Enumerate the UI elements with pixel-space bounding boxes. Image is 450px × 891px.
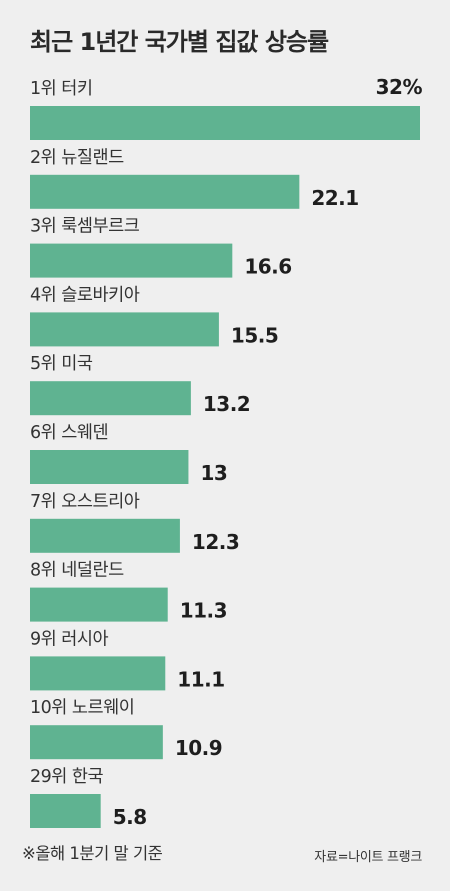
category-label: 6위 스웨덴 [30, 423, 108, 443]
category-label: 10위 노르웨이 [30, 698, 134, 718]
bar [30, 587, 168, 622]
value-label: 10.9 [175, 736, 222, 760]
bar [30, 725, 163, 760]
value-label: 16.6 [244, 255, 291, 279]
category-label: 1위 터키 [30, 79, 93, 99]
bar [30, 312, 219, 347]
category-label: 5위 미국 [30, 354, 93, 374]
category-label: 3위 룩셈부르크 [30, 217, 140, 237]
value-label: 5.8 [113, 805, 147, 829]
footnote: ※올해 1분기 말 기준 [22, 844, 163, 863]
value-label: 13.2 [203, 392, 250, 416]
bar [30, 243, 233, 278]
bar [30, 450, 189, 484]
value-label: 11.3 [180, 599, 227, 623]
chart-title: 최근 1년간 국가별 집값 상승률 [30, 28, 329, 56]
category-label: 4위 슬로바키아 [30, 285, 140, 305]
value-label: 13 [200, 461, 227, 485]
category-label: 29위 한국 [30, 767, 104, 787]
bar [30, 656, 166, 691]
source-note: 자료=나이트 프랭크 [314, 850, 422, 865]
bar [30, 794, 101, 828]
category-label: 9위 러시아 [30, 629, 108, 649]
value-label: 11.1 [177, 667, 224, 691]
value-label: 32% [376, 75, 423, 99]
bar [30, 106, 420, 140]
category-label: 8위 네덜란드 [30, 561, 124, 581]
bar [30, 518, 180, 553]
value-label: 15.5 [231, 323, 278, 347]
category-label: 7위 오스트리아 [30, 492, 140, 512]
value-label: 22.1 [311, 186, 358, 210]
category-label: 2위 뉴질랜드 [30, 148, 124, 168]
bar [30, 174, 300, 209]
bar [30, 381, 191, 416]
value-label: 12.3 [192, 530, 239, 554]
